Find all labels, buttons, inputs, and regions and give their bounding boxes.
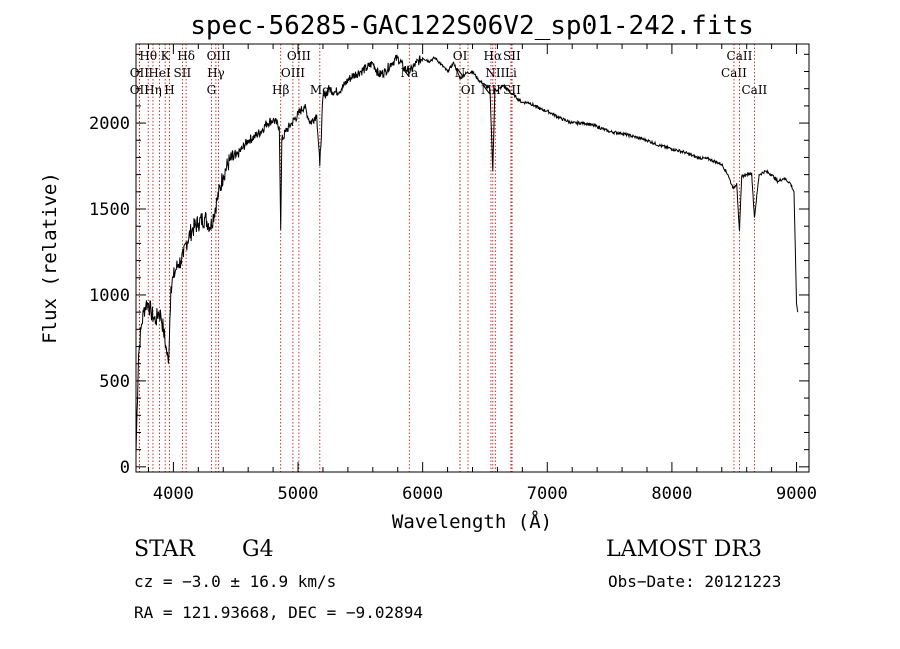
y-tick-label: 1500 (89, 200, 130, 220)
line-label: H (164, 83, 174, 97)
x-tick-label: 7000 (527, 484, 568, 504)
line-label: N (455, 66, 466, 80)
line-label: OIII (287, 49, 311, 63)
x-tick-label: 8000 (651, 484, 692, 504)
line-label: Hβ (272, 83, 289, 97)
line-label: Hθ (139, 49, 157, 63)
line-label: Hη (144, 83, 162, 97)
object-subclass: G4 (242, 537, 274, 562)
line-label: SII (503, 49, 521, 63)
line-label: CaII (741, 83, 767, 97)
line-label: CaII (721, 66, 747, 80)
survey-label: LAMOST DR3 (606, 537, 762, 562)
line-label: OIII (207, 49, 231, 63)
line-label: OI (461, 83, 476, 97)
line-label: Hα (484, 49, 503, 63)
chart-title: spec-56285-GAC122S06V2_sp01-242.fits (190, 11, 754, 41)
line-label: K (161, 49, 171, 63)
line-label: NII (485, 66, 505, 80)
line-label: OII (130, 83, 150, 97)
line-label: Hδ (177, 49, 195, 63)
plot-frame (135, 43, 810, 473)
y-tick-label: 2000 (89, 114, 130, 134)
line-label: OIII (281, 66, 305, 80)
y-tick-label: 500 (99, 372, 130, 392)
object-class: STAR (134, 537, 195, 562)
x-tick-label: 9000 (776, 484, 817, 504)
y-tick-label: 0 (120, 458, 130, 478)
y-tick-label: 1000 (89, 286, 130, 306)
x-tick-label: 5000 (278, 484, 319, 504)
line-label: CaII (727, 49, 753, 63)
spectrum-line (135, 54, 799, 454)
x-tick-label: 6000 (402, 484, 443, 504)
line-label: Hγ (207, 66, 225, 80)
x-tick-label: 4000 (153, 484, 194, 504)
line-label: G (207, 83, 217, 97)
line-label: Li (505, 66, 517, 80)
y-axis-label: Flux (relative) (39, 172, 61, 344)
axis-ticks: 4000 5000 6000 7000 8000 9000 0 500 1000 1500 2000 (89, 44, 817, 504)
obs-date: Obs−Date: 20121223 (608, 572, 782, 591)
coordinates: RA = 121.93668, DEC = −9.02894 (134, 603, 423, 622)
redshift-value: cz = −3.0 ± 16.9 km/s (134, 572, 337, 591)
line-label: SII (174, 66, 192, 80)
x-axis-label: Wavelength (Å) (392, 510, 552, 533)
line-label: HeI (148, 66, 171, 80)
